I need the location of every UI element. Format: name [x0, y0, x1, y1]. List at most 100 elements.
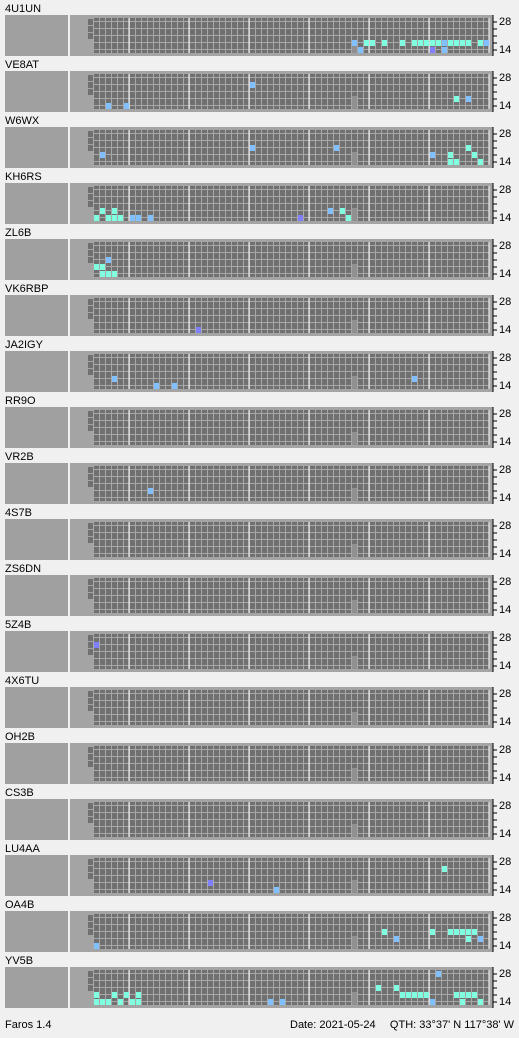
- spot: [448, 159, 453, 165]
- cell-grid: [93, 746, 489, 781]
- spot: [118, 999, 123, 1005]
- band-label: 14: [499, 436, 511, 448]
- now-marker: [352, 376, 357, 389]
- cell-grid: [93, 466, 489, 501]
- panel-left: [5, 967, 68, 1008]
- station-name: OA4B: [5, 899, 34, 911]
- grid-step: [88, 26, 93, 32]
- grid-step: [88, 579, 93, 585]
- grid-step: [88, 145, 93, 151]
- station-name: 5Z4B: [5, 619, 31, 631]
- panel-left: [5, 407, 68, 448]
- now-marker: [352, 432, 357, 445]
- grid-step: [88, 418, 93, 424]
- band-label: 14: [499, 996, 511, 1008]
- band-label: 28: [499, 408, 511, 420]
- panel-left: [5, 687, 68, 728]
- spot: [466, 929, 471, 935]
- grid-step: [88, 355, 93, 361]
- spot: [430, 47, 435, 53]
- station-name: RR9O: [5, 395, 36, 407]
- grid-step: [88, 187, 93, 193]
- spot: [400, 40, 405, 46]
- band-label: 28: [499, 72, 511, 84]
- grid-step: [88, 362, 93, 368]
- spot: [118, 215, 123, 221]
- band-label: 14: [499, 492, 511, 504]
- spot: [106, 215, 111, 221]
- now-marker: [352, 712, 357, 725]
- grid-step: [88, 642, 93, 648]
- spot: [478, 936, 483, 942]
- cell-grid: [93, 242, 489, 277]
- spot: [460, 40, 465, 46]
- panel-left: [5, 799, 68, 840]
- cell-grid: [93, 578, 489, 613]
- cell-grid: [93, 634, 489, 669]
- grid-step: [88, 138, 93, 144]
- panel-left: [5, 239, 68, 280]
- grid-step: [88, 257, 93, 263]
- cell-grid: [93, 354, 489, 389]
- spot: [466, 145, 471, 151]
- spot: [430, 40, 435, 46]
- spot: [328, 208, 333, 214]
- band-label: 14: [499, 604, 511, 616]
- grid-step: [88, 586, 93, 592]
- spot: [448, 40, 453, 46]
- spot: [442, 40, 447, 46]
- panel-left: [5, 855, 68, 896]
- grid-step: [88, 635, 93, 641]
- grid-step: [88, 593, 93, 599]
- cell-grid: [93, 970, 489, 1005]
- spot: [124, 103, 129, 109]
- spot: [268, 999, 273, 1005]
- now-marker: [352, 152, 357, 165]
- grid-step: [88, 978, 93, 984]
- spot: [460, 999, 465, 1005]
- band-label: 14: [499, 660, 511, 672]
- grid-step: [88, 810, 93, 816]
- now-marker: [352, 880, 357, 893]
- spot: [100, 208, 105, 214]
- now-marker: [352, 320, 357, 333]
- spot: [112, 376, 117, 382]
- spot: [346, 215, 351, 221]
- station-name: ZL6B: [5, 227, 31, 239]
- spot: [94, 264, 99, 270]
- spot: [130, 999, 135, 1005]
- band-label: 28: [499, 968, 511, 980]
- spot: [280, 999, 285, 1005]
- station-name: OH2B: [5, 731, 35, 743]
- now-marker: [352, 656, 357, 669]
- band-label: 14: [499, 212, 511, 224]
- spot: [352, 40, 357, 46]
- spot: [478, 40, 483, 46]
- spot: [436, 40, 441, 46]
- spot: [454, 40, 459, 46]
- spot: [94, 992, 99, 998]
- band-label: 28: [499, 352, 511, 364]
- spot: [448, 152, 453, 158]
- grid-step: [88, 467, 93, 473]
- station-name: YV5B: [5, 955, 33, 967]
- band-label: 14: [499, 156, 511, 168]
- station-name: VR2B: [5, 451, 34, 463]
- grid-step: [88, 523, 93, 529]
- band-label: 14: [499, 940, 511, 952]
- band-label: 28: [499, 296, 511, 308]
- cell-grid: [93, 410, 489, 445]
- band-label: 28: [499, 464, 511, 476]
- spot: [208, 880, 213, 886]
- band-label: 14: [499, 548, 511, 560]
- band-label: 14: [499, 772, 511, 784]
- grid-step: [88, 817, 93, 823]
- now-marker: [352, 600, 357, 613]
- spot: [478, 159, 483, 165]
- grid-step: [88, 922, 93, 928]
- now-marker: [352, 96, 357, 109]
- station-name: CS3B: [5, 787, 34, 799]
- spot: [436, 971, 441, 977]
- station-name: ZS6DN: [5, 563, 41, 575]
